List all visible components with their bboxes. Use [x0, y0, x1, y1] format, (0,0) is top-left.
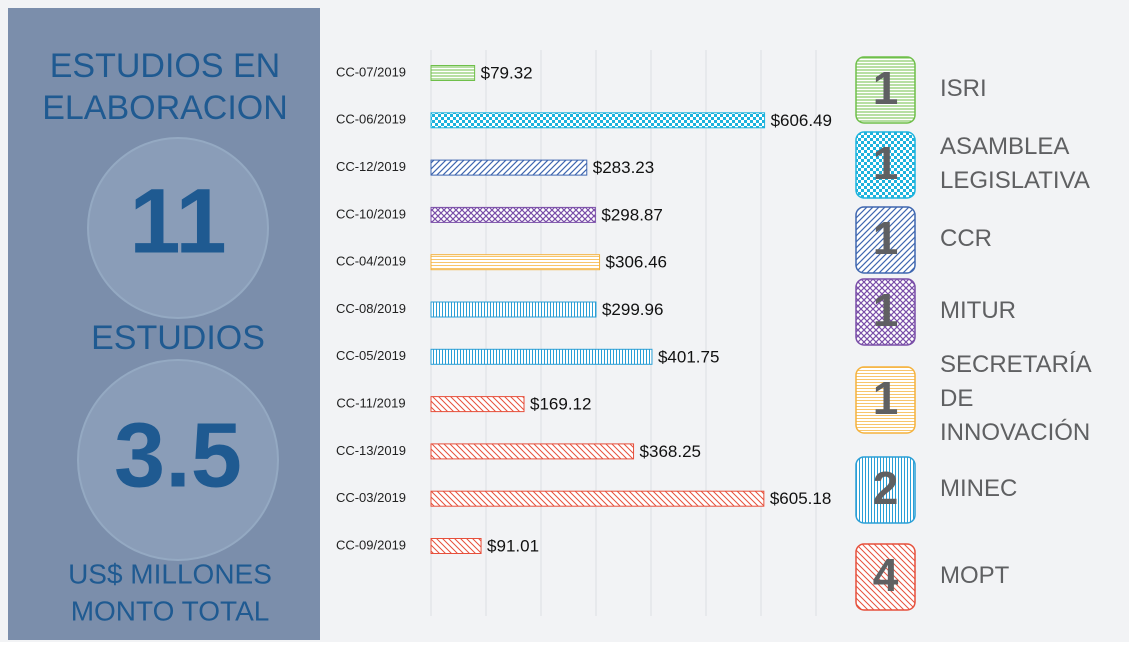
value-label: $368.25: [640, 442, 701, 461]
bar: [430, 490, 765, 507]
panel-heading: ELABORACION: [42, 89, 288, 127]
bar: [430, 443, 635, 460]
bar: [430, 538, 482, 554]
count-circle: [87, 137, 269, 319]
bar: [430, 254, 601, 271]
legend-box: [855, 456, 916, 524]
value-label: $606.49: [771, 111, 832, 130]
legend-name: MITUR: [940, 297, 1016, 324]
panel-heading: ESTUDIOS EN: [50, 47, 280, 85]
legend-name: MOPT: [940, 562, 1010, 589]
category-label: CC-04/2019: [336, 254, 406, 269]
legend-box: [855, 206, 916, 274]
bar: [430, 159, 588, 176]
value-label: $306.46: [606, 253, 667, 272]
value-label: $401.75: [658, 347, 719, 366]
value-label: $298.87: [601, 205, 662, 224]
bar: [430, 112, 766, 129]
category-label: CC-06/2019: [336, 112, 406, 127]
study-count: 11: [129, 170, 226, 272]
value-label: $299.96: [602, 300, 663, 319]
legend-count: 1: [873, 372, 899, 424]
legend-box: [855, 278, 916, 346]
value-label: $283.23: [593, 158, 654, 177]
bar: [430, 206, 596, 223]
legend-name: ISRI: [940, 75, 987, 102]
category-label: CC-12/2019: [336, 159, 406, 174]
legend-box: [855, 543, 916, 611]
bar: [430, 65, 476, 81]
bar: [430, 396, 525, 413]
legend-count: 1: [873, 62, 899, 114]
category-label: CC-09/2019: [336, 537, 406, 552]
legend-name: MINEC: [940, 475, 1017, 502]
category-label: CC-07/2019: [336, 64, 406, 79]
category-label: CC-13/2019: [336, 443, 406, 458]
bar: [430, 301, 597, 318]
legend-box: [855, 366, 916, 434]
bar: [430, 348, 653, 365]
category-label: CC-05/2019: [336, 348, 406, 363]
value-label: $169.12: [530, 395, 591, 414]
value-label: $605.18: [770, 489, 831, 508]
legend-name: CCR: [940, 225, 992, 252]
legend-count: 1: [873, 212, 899, 264]
category-label: CC-03/2019: [336, 490, 406, 505]
category-label: CC-10/2019: [336, 206, 406, 221]
value-label: $79.32: [481, 63, 533, 82]
total-amount: 3.5: [114, 404, 242, 506]
count-label: ESTUDIOS: [91, 319, 265, 357]
legend-count: 1: [873, 284, 899, 336]
legend-name: SECRETARÍA DE INNOVACIÓN: [940, 351, 1092, 446]
legend-count: 2: [873, 462, 899, 514]
legend-count: 4: [873, 549, 899, 601]
legend-box: [855, 56, 916, 124]
amount-label: MONTO TOTAL: [71, 595, 270, 626]
value-label: $91.01: [487, 536, 539, 555]
legend-box: [855, 131, 916, 199]
category-label: CC-11/2019: [336, 396, 405, 411]
category-label: CC-08/2019: [336, 301, 406, 316]
legend-name: ASAMBLEA LEGISLATIVA: [940, 133, 1090, 194]
amount-label: US$ MILLONES: [68, 558, 272, 589]
amount-circle: [77, 359, 279, 561]
legend-count: 1: [873, 137, 899, 189]
